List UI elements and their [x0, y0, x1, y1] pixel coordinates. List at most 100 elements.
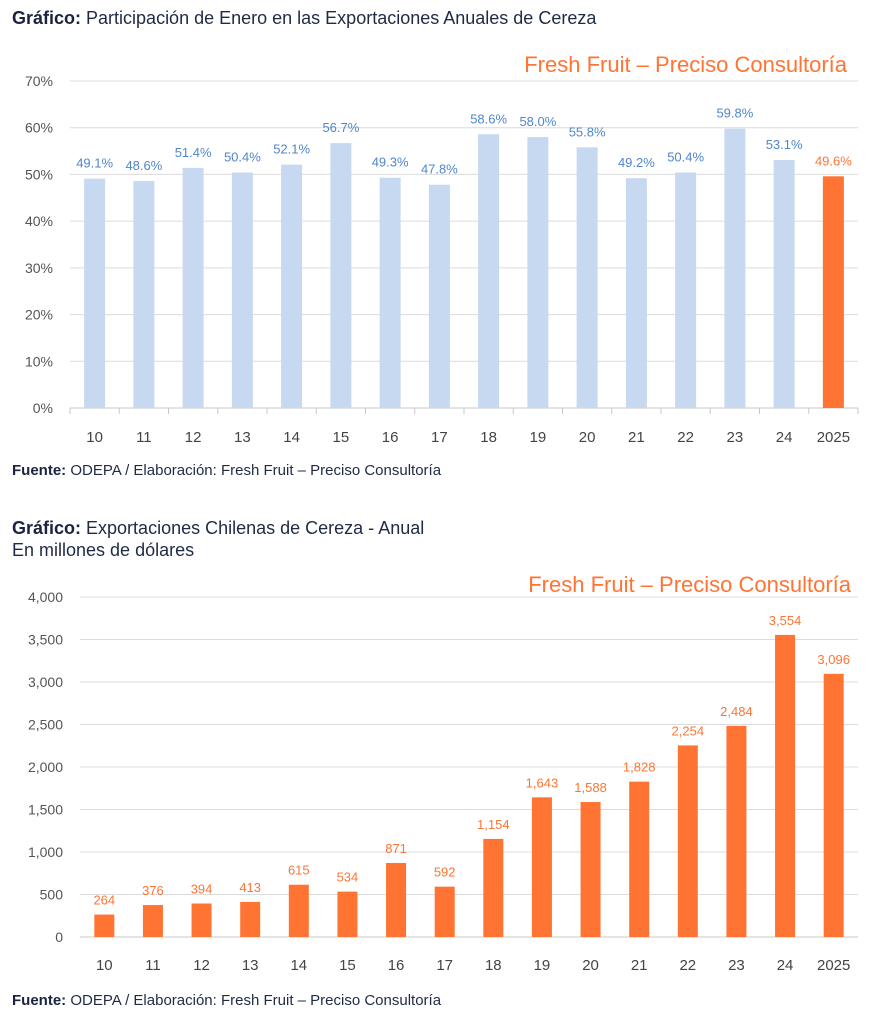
- chart1-x-tick-label: 23: [727, 429, 744, 446]
- chart2-data-label: 264: [93, 893, 115, 908]
- chart2-x-tick-label: 23: [728, 957, 745, 974]
- chart2-source-prefix: Fuente:: [12, 992, 67, 1009]
- chart2-y-tick-label: 0: [55, 929, 63, 945]
- chart2-bar: [483, 838, 504, 937]
- chart2-y-tick-label: 3,000: [28, 674, 63, 690]
- chart1-x-tick-label: 12: [185, 429, 202, 446]
- chart1-bar: [182, 167, 204, 408]
- chart1-bar: [675, 172, 697, 408]
- chart2-x-tick-label: 11: [145, 957, 161, 974]
- chart2-data-label: 3,096: [817, 652, 850, 667]
- chart2-bar: [531, 797, 552, 937]
- chart1-title: Gráfico: Participación de Enero en las E…: [12, 7, 596, 29]
- chart1-data-label: 51.4%: [175, 145, 212, 160]
- chart1-y-tick-label: 30%: [25, 260, 53, 276]
- chart2-x-tick-label: 12: [193, 957, 210, 974]
- chart2-bar: [629, 781, 650, 937]
- chart1-y-tick-label: 60%: [25, 120, 53, 136]
- chart1-data-label: 49.6%: [815, 153, 852, 168]
- chart1-data-label: 59.8%: [716, 106, 753, 121]
- chart1-x-tick-label: 17: [431, 429, 448, 446]
- chart2-data-label: 376: [142, 883, 164, 898]
- chart1-y-tick-label: 70%: [25, 73, 53, 89]
- chart1-bar: [281, 164, 303, 408]
- chart2-data-label: 534: [337, 870, 359, 885]
- chart1-x-tick-label: 24: [776, 429, 793, 446]
- chart1-x-tick-label: 10: [86, 429, 103, 446]
- chart1-y-tick-label: 10%: [25, 353, 53, 369]
- chart2-y-tick-label: 1,500: [28, 802, 63, 818]
- chart2-x-tick-label: 2025: [817, 957, 850, 974]
- chart2-data-label: 615: [288, 863, 310, 878]
- chart1-x-tick-label: 18: [480, 429, 497, 446]
- chart1-y-tick-label: 50%: [25, 166, 53, 182]
- chart2-x-tick-label: 24: [777, 957, 794, 974]
- chart1-title-prefix: Gráfico:: [12, 8, 82, 28]
- chart1-bar: [133, 180, 155, 408]
- chart1-source: Fuente: ODEPA / Elaboración: Fresh Fruit…: [12, 462, 441, 479]
- chart2-source: Fuente: ODEPA / Elaboración: Fresh Fruit…: [12, 992, 441, 1009]
- chart2-bar: [94, 914, 115, 937]
- chart2-bar: [823, 673, 844, 937]
- chart2-title-prefix: Gráfico:: [12, 518, 82, 538]
- chart2-y-tick-label: 4,000: [28, 589, 63, 605]
- chart1-bar: [330, 143, 352, 408]
- chart2-y-tick-label: 2,500: [28, 717, 63, 733]
- chart1-watermark: Fresh Fruit – Preciso Consultoría: [524, 52, 848, 77]
- chart1-source-prefix: Fuente:: [12, 462, 67, 479]
- chart1-x-tick-label: 13: [234, 429, 251, 446]
- chart2-y-tick-label: 1,000: [28, 844, 63, 860]
- chart1-x-tick-label: 20: [579, 429, 596, 446]
- chart1-x-tick-label: 15: [333, 429, 350, 446]
- chart1-x-tick-label: 16: [382, 429, 399, 446]
- chart2-x-tick-label: 22: [679, 957, 696, 974]
- chart2-y-tick-label: 2,000: [28, 759, 63, 775]
- chart1-bar: [84, 178, 106, 408]
- chart2-watermark: Fresh Fruit – Preciso Consultoría: [528, 572, 852, 597]
- chart1-data-label: 48.6%: [125, 158, 162, 173]
- chart1-bar: [773, 159, 795, 408]
- chart1-x-tick-label: 11: [136, 429, 152, 446]
- chart2-data-label: 1,643: [526, 775, 559, 790]
- chart1-bar: [576, 147, 598, 408]
- chart1-data-label: 49.2%: [618, 155, 655, 170]
- chart1-bar: [724, 128, 746, 409]
- chart2-data-label: 592: [434, 865, 456, 880]
- chart2-bar: [677, 745, 698, 937]
- chart1-bar: [822, 176, 844, 408]
- chart1-x-tick-label: 2025: [817, 429, 850, 446]
- chart2-data-label: 871: [385, 841, 407, 856]
- chart2-bar: [775, 634, 796, 937]
- chart1-data-label: 52.1%: [273, 142, 310, 157]
- chart1-data-label: 56.7%: [322, 120, 359, 135]
- chart2-x-tick-label: 17: [436, 957, 453, 974]
- chart2-x-tick-label: 13: [242, 957, 259, 974]
- chart1-x-tick-label: 19: [530, 429, 547, 446]
- chart2-bar: [191, 903, 212, 937]
- chart2-data-label: 1,588: [574, 780, 607, 795]
- chart1-x-tick-label: 21: [628, 429, 645, 446]
- chart2-x-tick-label: 19: [534, 957, 551, 974]
- chart1-data-label: 58.0%: [519, 114, 556, 129]
- chart2-title-text: Exportaciones Chilenas de Cereza - Anual: [86, 518, 425, 538]
- chart2-bar: [142, 905, 163, 937]
- chart1-bar: [428, 184, 450, 408]
- chart1-bar: [625, 178, 647, 408]
- chart1-data-label: 50.4%: [224, 150, 261, 165]
- chart2-data-label: 2,254: [672, 723, 705, 738]
- chart2-data-label: 2,484: [720, 704, 753, 719]
- chart2-y-tick-label: 3,500: [28, 632, 63, 648]
- chart1-data-label: 53.1%: [766, 137, 803, 152]
- chart2-x-tick-label: 15: [339, 957, 356, 974]
- chart1-y-tick-label: 20%: [25, 307, 53, 323]
- chart1-data-label: 49.3%: [372, 155, 409, 170]
- chart2-x-tick-label: 20: [582, 957, 599, 974]
- chart2-y-tick-label: 500: [40, 887, 64, 903]
- chart1-data-label: 58.6%: [470, 111, 507, 126]
- chart1-y-tick-label: 40%: [25, 213, 53, 229]
- chart2-data-label: 3,554: [769, 613, 802, 628]
- chart2-bar: [240, 901, 261, 937]
- chart2-subtitle: En millones de dólares: [12, 540, 195, 560]
- chart2-x-tick-label: 21: [631, 957, 648, 974]
